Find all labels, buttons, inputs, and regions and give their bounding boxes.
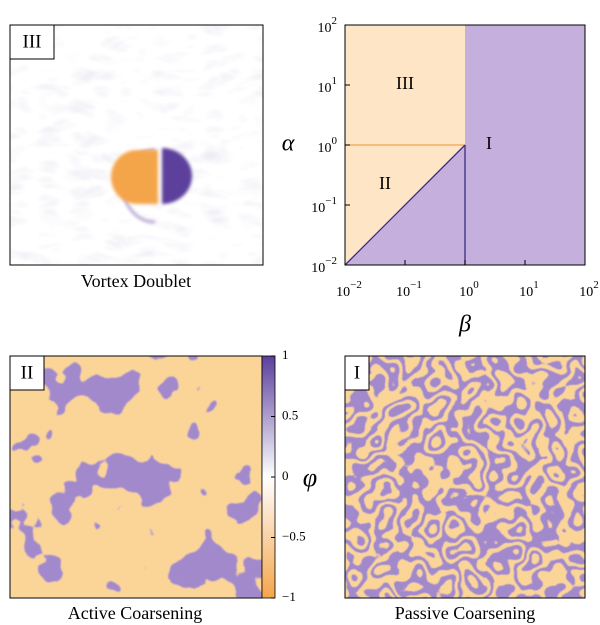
colorbar-label: φ	[303, 463, 317, 492]
tick-base: 10	[396, 285, 410, 300]
tick-label: 10−2	[311, 255, 337, 277]
tick-exponent: −2	[350, 279, 362, 291]
panel-caption: Active Coarsening	[68, 603, 202, 623]
tick-base: 10	[336, 285, 350, 300]
tick-label: 10−1	[396, 279, 422, 301]
tick-exponent: −2	[325, 255, 337, 267]
tick-base: 10	[311, 261, 325, 276]
tick-exponent: 1	[332, 75, 338, 87]
panel-caption: Vortex Doublet	[81, 271, 191, 291]
tick-label: 100	[459, 279, 479, 301]
figure: IIIVortex DoubletIIActive CoarseningIPas…	[0, 0, 600, 625]
tick-base: 10	[519, 285, 533, 300]
region-label: III	[396, 73, 414, 93]
tick-exponent: 0	[332, 135, 338, 147]
tick-label: 101	[318, 75, 338, 97]
active-image	[10, 356, 262, 598]
tick-label: 102	[318, 15, 338, 37]
tick-label: 102	[579, 279, 599, 301]
panel-label: III	[23, 31, 42, 52]
region-label: II	[379, 173, 391, 193]
colorbar-tick-label: −0.5	[282, 528, 306, 543]
page: IIIVortex DoubletIIActive CoarseningIPas…	[0, 0, 600, 625]
passive-image	[345, 356, 585, 598]
tick-exponent: 0	[473, 279, 479, 291]
panel-caption: Passive Coarsening	[395, 603, 535, 623]
panel-label: I	[354, 362, 360, 383]
tick-base: 10	[318, 21, 332, 36]
tick-base: 10	[459, 285, 473, 300]
colorbar-tick-label: 1	[282, 347, 289, 362]
tick-exponent: 1	[533, 279, 539, 291]
tick-label: 101	[519, 279, 539, 301]
tick-base: 10	[318, 81, 332, 96]
vortex-image	[10, 25, 263, 265]
tick-exponent: −1	[325, 195, 337, 207]
tick-exponent: 2	[332, 15, 338, 27]
tick-label: 10−2	[336, 279, 362, 301]
tick-base: 10	[318, 141, 332, 156]
tick-base: 10	[311, 201, 325, 216]
y-axis-label: α	[282, 131, 295, 157]
tick-label: 10−1	[311, 195, 337, 217]
panel-label: II	[21, 362, 34, 383]
x-axis-label: β	[458, 312, 471, 338]
tick-base: 10	[579, 285, 593, 300]
tick-exponent: −1	[410, 279, 422, 291]
tick-exponent: 2	[593, 279, 599, 291]
region-label: I	[486, 133, 492, 153]
tick-label: 100	[318, 135, 338, 157]
colorbar-tick-label: 0.5	[282, 407, 298, 422]
colorbar-tick-label: −1	[282, 589, 296, 604]
colorbar-tick-label: 0	[282, 468, 289, 483]
